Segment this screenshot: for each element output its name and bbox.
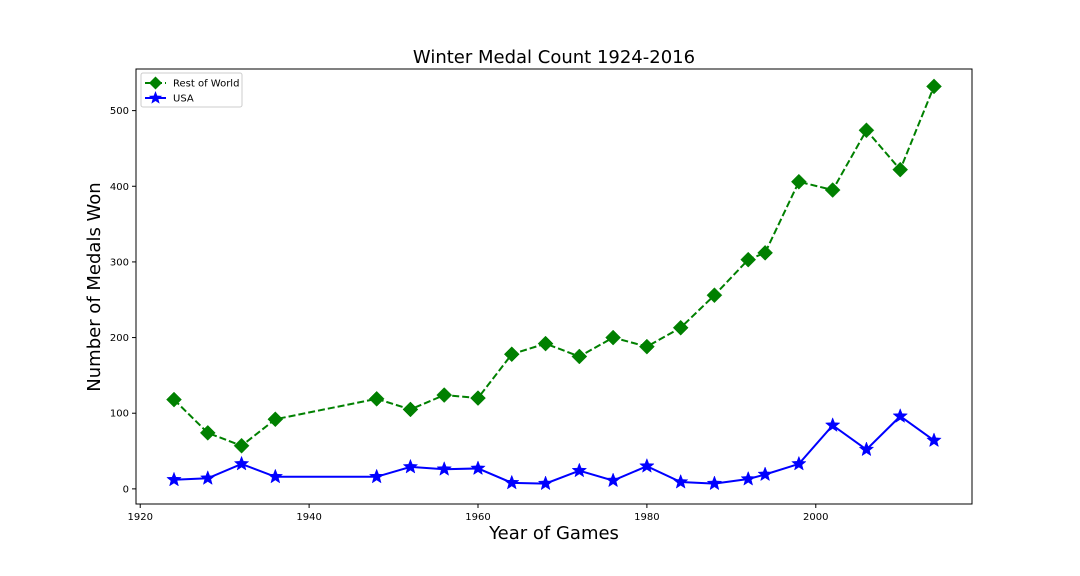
data-point-rest-of-world (267, 411, 284, 428)
data-point-rest-of-world (537, 335, 554, 352)
data-point-usa (858, 441, 875, 457)
y-axis-label: Number of Medals Won (84, 182, 105, 391)
plot-area (166, 78, 942, 491)
data-point-rest-of-world (706, 287, 723, 304)
legend: Rest of World USA (140, 72, 243, 108)
data-point-usa (233, 455, 250, 471)
data-point-rest-of-world (639, 338, 655, 355)
legend-label-rest-of-world: Rest of World (173, 79, 239, 90)
legend-marker-usa (148, 91, 163, 104)
data-point-rest-of-world (757, 244, 773, 261)
data-point-rest-of-world (470, 390, 486, 406)
data-point-rest-of-world (436, 387, 453, 403)
data-point-rest-of-world (233, 437, 250, 454)
y-tick-label: 100 (110, 409, 129, 420)
x-axis-label: Year of Games (488, 523, 619, 544)
data-point-rest-of-world (166, 391, 182, 408)
data-point-usa (605, 472, 621, 488)
data-point-rest-of-world (858, 122, 875, 139)
data-point-usa (436, 461, 453, 476)
data-point-usa (199, 470, 216, 485)
data-point-rest-of-world (368, 390, 385, 407)
axes-frame (135, 68, 973, 505)
x-tick-label: 1980 (634, 512, 659, 523)
legend-box (140, 72, 243, 108)
data-point-usa (166, 471, 182, 487)
x-tick-label: 1960 (465, 512, 490, 523)
data-point-usa (740, 470, 757, 486)
data-point-usa (368, 468, 385, 484)
y-tick-label: 200 (110, 333, 129, 344)
x-tick-label: 1920 (127, 512, 152, 523)
data-point-usa (706, 475, 723, 491)
data-point-rest-of-world (605, 329, 621, 346)
axes: 1920 1940 1960 1980 2000 0 100 200 300 400 500 (110, 68, 973, 523)
data-point-usa (757, 466, 773, 482)
y-tick-label: 0 (123, 484, 129, 495)
data-point-rest-of-world (740, 251, 757, 268)
data-point-usa (503, 474, 520, 490)
x-tick-label: 2000 (803, 512, 828, 523)
data-point-usa (926, 432, 942, 448)
y-tick-label: 500 (110, 106, 129, 117)
data-point-rest-of-world (199, 425, 216, 441)
data-point-rest-of-world (672, 319, 689, 336)
data-point-rest-of-world (926, 78, 942, 95)
data-point-rest-of-world (402, 401, 419, 418)
data-point-usa (571, 462, 588, 478)
data-point-usa (892, 408, 909, 423)
data-point-usa (824, 417, 841, 432)
data-point-usa (470, 460, 486, 476)
data-point-usa (672, 473, 689, 489)
data-point-rest-of-world (892, 161, 909, 178)
series-line-usa (173, 414, 935, 485)
data-point-rest-of-world (791, 173, 807, 190)
data-point-usa (791, 455, 807, 471)
data-point-usa (639, 457, 655, 473)
data-point-usa (267, 468, 284, 484)
legend-marker-rest-of-world (149, 76, 162, 90)
chart-title: Winter Medal Count 1924-2016 (413, 47, 695, 68)
legend-label-usa: USA (173, 94, 194, 105)
data-point-rest-of-world (824, 182, 841, 198)
data-point-rest-of-world (503, 346, 520, 363)
data-point-usa (537, 475, 554, 491)
data-point-usa (402, 458, 419, 474)
series-line-rest-of-world (173, 86, 935, 447)
y-tick-label: 300 (110, 257, 129, 268)
data-point-rest-of-world (571, 348, 588, 365)
x-tick-label: 1940 (296, 512, 321, 523)
y-tick-label: 400 (110, 182, 129, 193)
